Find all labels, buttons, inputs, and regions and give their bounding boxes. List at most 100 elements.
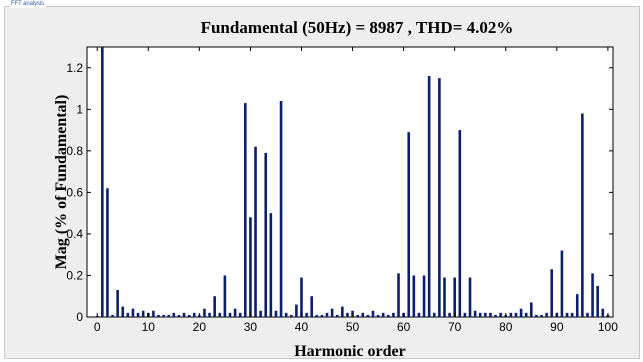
bar-harmonic-8 (136, 312, 140, 317)
bar-harmonic-18 (187, 314, 191, 317)
bar-harmonic-99 (601, 308, 605, 317)
bar-harmonic-24 (218, 312, 222, 317)
bar-harmonic-98 (596, 285, 599, 317)
bar-harmonic-52 (361, 312, 365, 317)
bar-harmonic-64 (422, 275, 426, 317)
chart-title: Fundamental (50Hz) = 8987 , THD= 4.02% (201, 18, 514, 37)
x-tick-label: 50 (346, 320, 360, 334)
bar-harmonic-62 (412, 275, 416, 317)
x-tick-label: 30 (244, 320, 258, 334)
bar-harmonic-32 (259, 310, 262, 317)
bar-harmonic-85 (529, 302, 533, 317)
bar-harmonic-96 (586, 312, 589, 317)
bar-harmonic-45 (325, 312, 329, 317)
bar-harmonic-13 (162, 314, 165, 317)
bar-harmonic-95 (581, 113, 584, 318)
bar-harmonic-66 (432, 312, 436, 317)
bar-harmonic-61 (407, 132, 411, 317)
bar-harmonic-82 (514, 312, 518, 317)
x-axis-ticks: 0 10 20 30 40 50 60 70 80 90 100 (94, 47, 618, 334)
bar-harmonic-25 (223, 275, 227, 317)
bar-harmonic-41 (305, 312, 308, 317)
bar-harmonic-44 (320, 314, 324, 317)
bar-harmonic-89 (550, 269, 554, 317)
bar-harmonic-59 (397, 273, 400, 317)
bar-harmonic-93 (570, 312, 574, 317)
bar-harmonic-68 (443, 277, 446, 317)
bar-harmonic-6 (126, 312, 130, 317)
bar-harmonic-33 (264, 152, 268, 317)
bar-harmonic-1 (101, 47, 104, 317)
bar-harmonic-53 (366, 314, 370, 317)
bar-harmonic-84 (524, 312, 528, 317)
bar-harmonic-46 (330, 308, 334, 317)
panel-label: FFT analysis (9, 0, 47, 8)
bar-harmonic-69 (448, 312, 451, 317)
x-tick-label: 60 (397, 320, 411, 334)
bar-harmonic-88 (545, 312, 548, 317)
y-axis-label: Mag (% of Fundamental) (53, 95, 70, 270)
bar-harmonic-87 (540, 314, 543, 317)
bar-harmonic-9 (141, 310, 145, 317)
bar-harmonic-78 (494, 314, 497, 317)
bar-harmonic-37 (284, 312, 288, 317)
bar-harmonic-19 (192, 312, 196, 317)
bar-harmonic-31 (254, 146, 257, 317)
x-tick-label: 10 (142, 320, 156, 334)
x-tick-label: 80 (499, 320, 513, 334)
bar-harmonic-30 (249, 217, 252, 317)
bar-harmonic-81 (509, 312, 513, 317)
bar-harmonic-14 (167, 314, 171, 317)
bar-harmonic-77 (489, 312, 492, 317)
y-tick-label: 1 (76, 102, 83, 116)
bar-harmonic-58 (392, 312, 395, 317)
bar-harmonic-2 (106, 188, 109, 317)
bar-harmonic-57 (387, 314, 390, 317)
plot-area (86, 46, 614, 318)
bar-harmonic-51 (356, 314, 359, 317)
bar-harmonic-63 (417, 312, 421, 317)
bar-harmonic-11 (152, 310, 155, 317)
bar-harmonic-71 (458, 130, 462, 317)
y-axis-ticks: 0 0.2 0.4 0.6 0.8 1 1.2 (66, 61, 613, 324)
bar-harmonic-43 (315, 314, 319, 317)
bar-harmonic-38 (289, 314, 293, 317)
x-tick-label: 70 (448, 320, 462, 334)
bar-harmonic-73 (468, 277, 472, 317)
bar-harmonic-86 (535, 314, 538, 317)
bar-harmonic-17 (182, 312, 186, 317)
bar-harmonic-26 (228, 312, 232, 317)
bar-harmonic-74 (473, 310, 477, 317)
bar-harmonic-7 (131, 308, 135, 317)
bar-harmonic-76 (484, 312, 487, 317)
bar-harmonic-40 (300, 277, 303, 317)
bar-harmonic-34 (269, 213, 273, 317)
x-tick-label: 20 (193, 320, 207, 334)
bar-harmonic-36 (279, 101, 283, 317)
x-tick-label: 40 (295, 320, 309, 334)
bar-harmonic-65 (427, 76, 431, 317)
y-tick-label: 0 (76, 310, 83, 324)
bar-harmonic-35 (274, 310, 278, 317)
bar-harmonic-15 (172, 312, 176, 317)
bar-harmonic-48 (341, 306, 344, 317)
bar-harmonic-94 (575, 294, 579, 317)
bar-harmonic-5 (121, 306, 125, 317)
bar-harmonic-3 (111, 314, 114, 317)
bar-harmonic-29 (244, 103, 247, 317)
y-tick-label: 0.2 (66, 268, 83, 282)
bar-harmonic-79 (499, 312, 502, 317)
x-axis-label: Harmonic order (294, 343, 406, 360)
bar-harmonic-92 (565, 312, 569, 317)
bar-harmonic-28 (238, 312, 242, 317)
bar-harmonic-70 (453, 277, 456, 317)
bar-harmonic-75 (478, 312, 482, 317)
bars-group (95, 47, 610, 318)
bar-harmonic-67 (438, 78, 441, 318)
bar-harmonic-55 (376, 314, 380, 317)
bar-harmonic-56 (381, 312, 385, 317)
x-tick-label: 100 (598, 320, 618, 334)
bar-harmonic-21 (203, 308, 206, 317)
bar-harmonic-47 (335, 314, 339, 317)
